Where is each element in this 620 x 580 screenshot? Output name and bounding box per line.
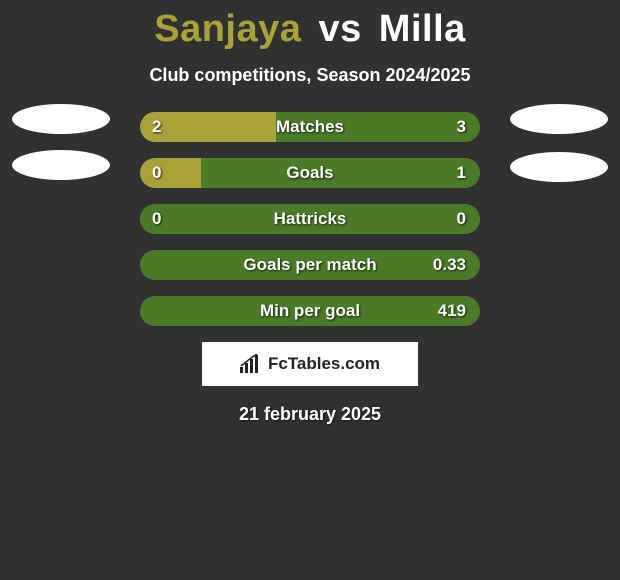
player2-marker xyxy=(510,104,608,134)
stat-value-player2: 419 xyxy=(438,296,466,326)
stat-row: Goals0 1 xyxy=(0,158,620,188)
stat-label: Goals xyxy=(140,158,480,188)
player1-name: Sanjaya xyxy=(154,8,301,50)
date-text: 21 february 2025 xyxy=(0,404,620,425)
stat-value-player1: 2 xyxy=(152,112,161,142)
stat-label: Goals per match xyxy=(140,250,480,280)
stat-label: Hattricks xyxy=(140,204,480,234)
stat-row: Goals per match0.33 xyxy=(0,250,620,280)
player2-marker xyxy=(510,152,608,182)
brand-text: FcTables.com xyxy=(268,354,380,374)
stat-value-player2: 0.33 xyxy=(433,250,466,280)
stat-value-player2: 3 xyxy=(457,112,466,142)
player1-marker xyxy=(12,150,110,180)
stat-value-player2: 1 xyxy=(457,158,466,188)
stat-value-player2: 0 xyxy=(457,204,466,234)
stat-row: Matches2 3 xyxy=(0,112,620,142)
bar-chart-icon xyxy=(240,354,262,374)
stat-label: Min per goal xyxy=(140,296,480,326)
stat-row: Hattricks0 0 xyxy=(0,204,620,234)
comparison-chart: Matches23Goals01Hattricks00Goals per mat… xyxy=(0,112,620,326)
stat-value-player1: 0 xyxy=(152,204,161,234)
subtitle: Club competitions, Season 2024/2025 xyxy=(0,65,620,86)
brand-badge: FcTables.com xyxy=(202,342,418,386)
stat-value-player1: 0 xyxy=(152,158,161,188)
page-title: Sanjaya vs Milla xyxy=(0,0,620,51)
vs-text: vs xyxy=(318,8,361,50)
player1-marker xyxy=(12,104,110,134)
stat-label: Matches xyxy=(140,112,480,142)
player2-name: Milla xyxy=(379,8,466,50)
stat-row: Min per goal419 xyxy=(0,296,620,326)
